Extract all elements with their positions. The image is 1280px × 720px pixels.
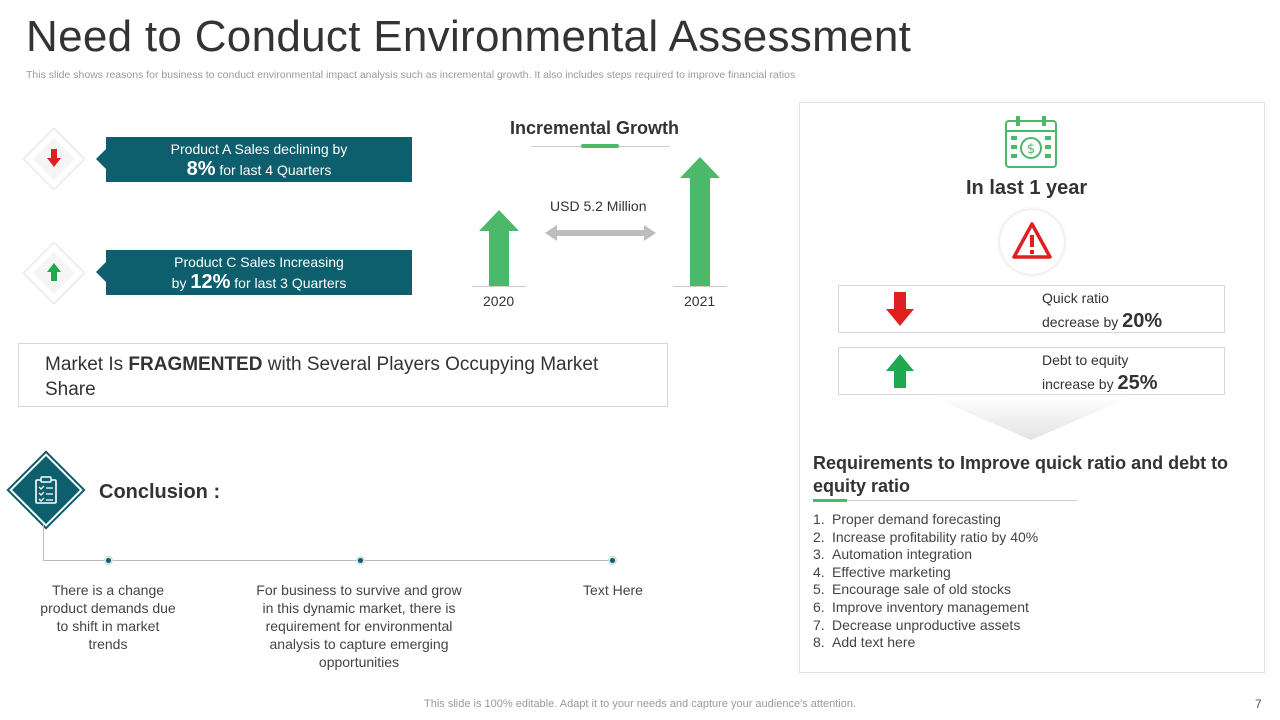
svg-text:$: $: [1027, 142, 1035, 157]
product-c-line2: for last 3 Quarters: [230, 275, 347, 291]
funnel-shadow: [930, 396, 1133, 440]
requirements-accent: [813, 499, 847, 502]
red-down-arrow-icon: [886, 292, 914, 326]
product-a-line2-wrap: 8% for last 4 Quarters: [106, 159, 412, 180]
growth-arrow-2020-icon: [479, 210, 519, 287]
quick-ratio-label: Quick ratio: [1042, 290, 1109, 306]
conclusion-point-3: Text Here: [583, 582, 643, 598]
footer-note: This slide is 100% editable. Adapt it to…: [424, 698, 856, 710]
product-a-line1: Product A Sales declining by: [170, 141, 348, 157]
growth-amount: USD 5.2 Million: [550, 198, 647, 214]
year-2021-base: [673, 286, 727, 287]
calendar-dollar-icon: $: [1005, 116, 1057, 168]
list-item: 2. Increase profitability ratio by 40%: [813, 528, 1039, 545]
product-a-pct: 8%: [186, 158, 216, 180]
incremental-growth-title: Incremental Growth: [510, 118, 680, 138]
requirement-text: Effective marketing: [832, 563, 951, 580]
year-2020-base: [472, 286, 526, 287]
year-2020-label: 2020: [483, 293, 515, 309]
incremental-growth-accent: [581, 144, 619, 148]
requirement-text: Automation integration: [832, 546, 973, 563]
page-title: Need to Conduct Environmental Assessment: [26, 12, 912, 61]
double-arrow-icon: [545, 225, 656, 241]
requirement-text: Increase profitability ratio by 40%: [832, 528, 1039, 545]
requirement-text: Decrease unproductive assets: [832, 616, 1021, 633]
requirement-text: Proper demand forecasting: [832, 511, 1001, 527]
product-c-line2-wrap: by 12% for last 3 Quarters: [106, 272, 412, 293]
list-item: 6. Improve inventory management: [813, 598, 1029, 615]
timeline-dot: [608, 556, 617, 565]
market-pre: Market Is: [45, 354, 129, 375]
conclusion-title: Conclusion :: [99, 481, 221, 503]
requirement-text: Add text here: [832, 634, 916, 651]
requirement-text: Encourage sale of old stocks: [832, 581, 1011, 598]
green-up-arrow-icon: [886, 354, 914, 388]
timeline-dot: [104, 556, 113, 565]
product-a-banner: Product A Sales declining by 8% for last…: [96, 137, 412, 182]
debt-equity-box: Debt to equity increase by 25%: [838, 347, 1225, 395]
timeline-vertical: [43, 524, 44, 561]
page-number: 7: [1255, 697, 1262, 711]
growth-arrow-2021-icon: [680, 157, 720, 287]
list-item: 8. Add text here: [813, 634, 916, 651]
list-item: 5. Encourage sale of old stocks: [813, 581, 1011, 598]
product-a-line2: for last 4 Quarters: [215, 162, 332, 178]
quick-ratio-text: Quick ratio decrease by 20%: [1042, 287, 1162, 334]
conclusion-point-2: For business to survive and grow in this…: [256, 582, 462, 670]
market-bold: FRAGMENTED: [128, 354, 263, 375]
requirements-divider: [813, 500, 1077, 501]
list-item: 1. Proper demand forecasting: [813, 511, 1001, 527]
list-item: 4. Effective marketing: [813, 563, 951, 580]
list-item: 7. Decrease unproductive assets: [813, 616, 1021, 633]
product-c-line1: Product C Sales Increasing: [174, 254, 344, 270]
page-subtitle: This slide shows reasons for business to…: [26, 69, 796, 81]
requirements-list: 1. Proper demand forecasting 2. Increase p…: [813, 511, 1038, 652]
timeline-dot: [356, 556, 365, 565]
product-c-pre2: by: [171, 275, 191, 291]
market-post: with Several Players Occupying Market Sh…: [45, 354, 599, 400]
debt-equity-pct: 25%: [1117, 372, 1158, 394]
clipboard-checklist-icon: [35, 476, 57, 504]
market-statement-box: Market Is FRAGMENTED with Several Player…: [18, 343, 668, 407]
requirements-title: Requirements to Improve quick ratio and …: [813, 453, 1229, 496]
list-item: 3. Automation integration: [813, 546, 973, 563]
quick-ratio-box: Quick ratio decrease by 20%: [838, 285, 1225, 333]
debt-equity-change-wrap: increase by 25%: [1042, 372, 1158, 396]
green-up-arrow-icon: [44, 262, 64, 282]
year-2021-label: 2021: [684, 293, 716, 309]
conclusion-point-1: There is a change product demands due to…: [40, 582, 176, 652]
debt-equity-change: increase by: [1042, 376, 1118, 392]
product-c-banner: Product C Sales Increasing by 12% for la…: [96, 250, 412, 295]
quick-ratio-change-wrap: decrease by 20%: [1042, 310, 1162, 334]
timeline-horizontal: [43, 560, 613, 561]
quick-ratio-pct: 20%: [1122, 310, 1163, 332]
debt-equity-text: Debt to equity increase by 25%: [1042, 349, 1158, 396]
product-c-pct: 12%: [190, 271, 231, 293]
requirement-text: Improve inventory management: [832, 598, 1029, 615]
red-down-arrow-icon: [44, 148, 64, 168]
quick-ratio-change: decrease by: [1042, 314, 1123, 330]
debt-equity-label: Debt to equity: [1042, 352, 1129, 368]
panel-heading: In last 1 year: [966, 177, 1088, 199]
warning-triangle-icon: [1012, 222, 1052, 259]
